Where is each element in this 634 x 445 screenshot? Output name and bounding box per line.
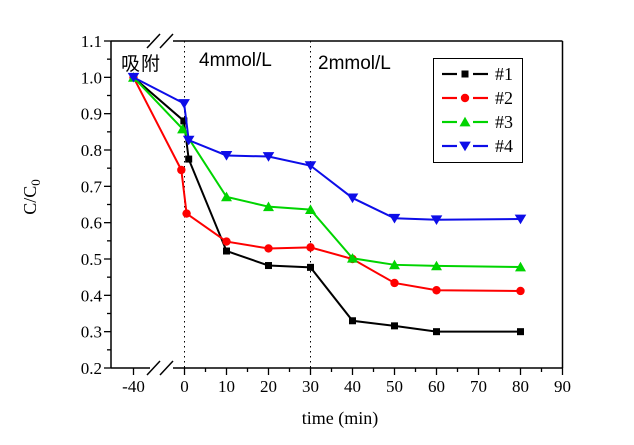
svg-text:1.0: 1.0 [81,68,102,87]
legend-label: #3 [495,111,513,132]
legend-marker-triangle-up [442,116,488,127]
svg-text:1.1: 1.1 [81,32,102,51]
svg-text:40: 40 [344,377,361,396]
series-#4 [127,72,527,225]
legend-marker-square [442,70,488,78]
annotation-2mmol-phase: 2mmol/L [318,53,391,74]
svg-text:0.6: 0.6 [81,214,102,233]
legend: #1 #2 #3 #4 [433,58,523,163]
svg-text:70: 70 [470,377,487,396]
svg-text:0.3: 0.3 [81,323,102,342]
svg-text:0.2: 0.2 [81,359,102,378]
axis-ticks [104,40,564,375]
annotation-adsorption-phase: 吸附 [121,54,162,75]
legend-marker-circle [442,93,488,103]
series-#3 [128,72,526,272]
svg-text:0: 0 [180,377,189,396]
svg-text:30: 30 [302,377,319,396]
svg-text:90: 90 [554,377,571,396]
svg-text:0.7: 0.7 [81,177,103,196]
x-tick-labels: -40 0 10 20 30 40 50 60 70 80 90 [122,377,571,396]
svg-text:80: 80 [512,377,529,396]
annotation-4mmol-phase: 4mmol/L [199,50,272,71]
legend-entry: #2 [442,86,522,110]
legend-entry: #4 [442,134,522,158]
svg-text:20: 20 [260,377,277,396]
svg-text:0.8: 0.8 [81,141,102,160]
svg-text:50: 50 [386,377,403,396]
legend-label: #2 [495,87,513,108]
axis-break-marks [146,33,174,376]
legend-marker-triangle-down [442,141,488,152]
legend-entry: #3 [442,110,522,134]
legend-label: #4 [495,135,513,156]
svg-text:60: 60 [428,377,445,396]
svg-text:0.9: 0.9 [81,105,102,124]
legend-entry: #1 [442,62,522,86]
guide-lines [184,41,311,368]
svg-text:0.5: 0.5 [81,250,102,269]
y-tick-labels: 0.2 0.3 0.4 0.5 0.6 0.7 0.8 0.9 1.0 1.1 [81,32,103,378]
svg-text:10: 10 [218,377,235,396]
y-axis-title: C/C0 [20,179,43,215]
legend-label: #1 [495,63,513,84]
x-axis-title: time (min) [302,408,378,429]
svg-text:-40: -40 [122,377,145,396]
plot-border [110,40,564,369]
svg-text:0.4: 0.4 [81,286,103,305]
